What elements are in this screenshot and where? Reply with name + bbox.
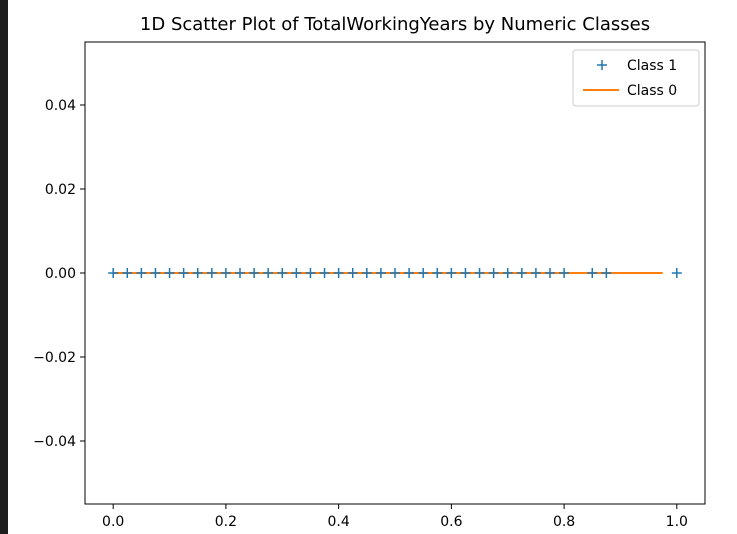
class-1-point	[178, 268, 189, 278]
x-tick-label: 0.2	[215, 514, 237, 530]
class-1-point	[404, 268, 415, 278]
class-1-point	[530, 268, 541, 278]
class-1-point	[474, 268, 485, 278]
class-1-point	[361, 268, 372, 278]
class-1-point	[516, 268, 527, 278]
class-1-point	[122, 268, 133, 278]
class-1-point	[488, 268, 499, 278]
legend-label-class-1: Class 1	[627, 58, 677, 74]
legend-marker-class-1	[597, 60, 607, 70]
chart-figure: 1D Scatter Plot of TotalWorkingYears by …	[8, 0, 737, 534]
class-1-point	[164, 268, 175, 278]
legend-label-class-0: Class 0	[627, 83, 677, 99]
x-tick-label: 0.4	[328, 514, 350, 530]
x-tick-label: 0.0	[102, 514, 124, 530]
class-1-point	[347, 268, 358, 278]
class-1-point	[291, 268, 302, 278]
class-1-point	[319, 268, 330, 278]
x-tick-label: 0.8	[553, 514, 575, 530]
class-1-point	[671, 268, 682, 278]
plot-area	[108, 268, 682, 278]
x-tick-label: 1.0	[666, 514, 688, 530]
y-tick-label: −0.04	[33, 434, 76, 450]
class-1-point	[277, 268, 288, 278]
class-1-point	[559, 268, 570, 278]
class-1-point	[305, 268, 316, 278]
legend-box	[572, 49, 700, 107]
y-tick-label: 0.02	[45, 182, 76, 198]
class-1-point	[502, 268, 513, 278]
class-1-point	[587, 268, 598, 278]
class-1-point	[333, 268, 344, 278]
class-1-point	[235, 268, 245, 278]
x-tick-label: 0.6	[440, 514, 462, 530]
class-1-point	[432, 268, 443, 278]
class-1-point	[206, 268, 217, 278]
class-1-point	[460, 268, 471, 278]
class-1-point	[446, 268, 457, 278]
class-1-point	[220, 268, 231, 278]
class-1-point	[263, 268, 274, 278]
scatter-chart: 1D Scatter Plot of TotalWorkingYears by …	[33, 14, 706, 530]
y-tick-label: 0.00	[45, 266, 76, 282]
y-tick-label: −0.02	[33, 350, 76, 366]
y-tick-label: 0.04	[45, 98, 76, 114]
class-1-point	[545, 268, 555, 278]
class-1-point	[150, 268, 161, 278]
class-1-point	[136, 268, 147, 278]
class-1-point	[108, 268, 119, 278]
chart-title: 1D Scatter Plot of TotalWorkingYears by …	[140, 14, 650, 35]
class-1-point	[375, 268, 386, 278]
legend: Class 1 Class 0	[572, 49, 700, 107]
class-1-point	[601, 268, 612, 278]
class-1-point	[249, 268, 260, 278]
class-1-point	[192, 268, 203, 278]
axes: 0.0 0.2 0.4 0.6 0.8 1.0 0.04 0.02 0.00 −0.02 −0.04	[33, 41, 706, 530]
class-1-point	[418, 268, 429, 278]
class-1-point	[390, 268, 400, 278]
